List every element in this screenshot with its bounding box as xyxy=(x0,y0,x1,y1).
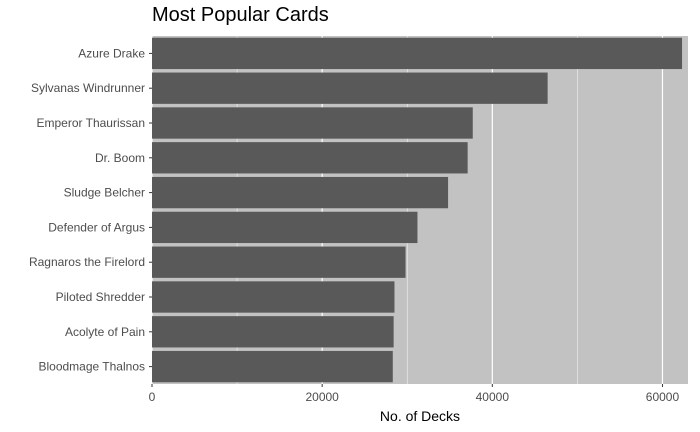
bar xyxy=(152,37,683,70)
x-tick-label: 40000 xyxy=(476,390,510,404)
bar xyxy=(152,72,548,104)
bar xyxy=(152,142,468,174)
category-label: Piloted Shredder xyxy=(56,290,145,304)
category-label: Emperor Thaurissan xyxy=(37,116,146,130)
bar xyxy=(152,350,393,383)
category-label: Ragnaros the Firelord xyxy=(29,255,145,269)
bar xyxy=(152,316,394,348)
x-tick-label: 20000 xyxy=(305,390,339,404)
bar xyxy=(152,176,449,209)
bar xyxy=(152,107,473,139)
category-label: Sylvanas Windrunner xyxy=(31,81,145,95)
x-axis-title: No. of Decks xyxy=(379,408,461,424)
bar xyxy=(152,246,406,278)
category-label: Sludge Belcher xyxy=(64,186,145,200)
category-label: Defender of Argus xyxy=(48,220,145,234)
category-label: Bloodmage Thalnos xyxy=(38,360,145,374)
category-label: Dr. Boom xyxy=(95,151,145,165)
category-label: Azure Drake xyxy=(78,46,145,60)
category-label: Acolyte of Pain xyxy=(65,325,145,339)
x-tick-label: 0 xyxy=(149,390,156,404)
chart-title: Most Popular Cards xyxy=(152,4,329,26)
bar xyxy=(152,281,395,313)
bar xyxy=(152,211,418,244)
x-tick-label: 60000 xyxy=(646,390,680,404)
